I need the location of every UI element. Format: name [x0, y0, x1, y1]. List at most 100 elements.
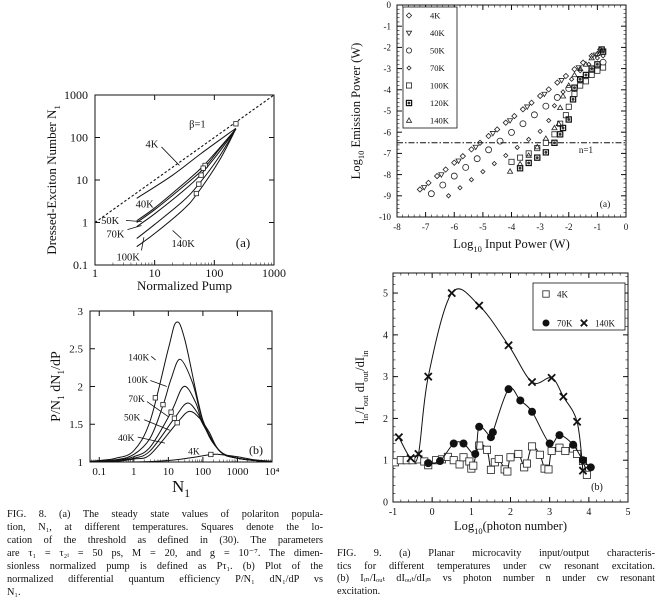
chart-fig9a: -8 -7 -6 -5 -4 -3 -2 -1 00-1-2-3-4-5-6-7-8-9-10L…: [349, 0, 629, 254]
small-diamond-marker: [468, 177, 475, 183]
x-tick-label: 10: [163, 466, 175, 478]
filled-circle-marker: [569, 440, 578, 449]
y-tick-label: -8: [384, 170, 392, 180]
triangle-marker: [506, 168, 514, 174]
series-140K: [506, 50, 601, 174]
y-tick-label: -6: [384, 127, 392, 137]
label-part: Log: [349, 158, 363, 179]
triangle-down-marker: [541, 91, 548, 98]
center-dot: [553, 141, 556, 145]
filled-circle-marker: [475, 422, 484, 431]
square-marker: [482, 445, 491, 454]
triangle-marker: [571, 71, 578, 78]
square-outline: [542, 149, 550, 156]
triangle-marker: [516, 160, 524, 167]
y-tick-label: -5: [384, 106, 392, 116]
circle-marker: [439, 181, 447, 189]
series-line: [136, 128, 237, 228]
caption-line: are τ₁ = τ₂ᵢ = 50 ps, M = 20, and g = 10…: [7, 548, 323, 559]
small-diamond-marker: [445, 193, 452, 199]
small-diamond-marker: [600, 53, 606, 59]
triangle-down-marker: [523, 104, 531, 111]
label-part: Dressed-Exciton Number N: [44, 109, 59, 255]
x-tick-label: 10⁴: [265, 466, 280, 478]
label-part: Log: [453, 237, 474, 251]
square-outline: [525, 159, 532, 167]
filled-circle-marker: [578, 456, 587, 465]
legend-label: 70K: [557, 319, 573, 329]
crossed-square-marker: [405, 99, 413, 107]
circle-marker: [462, 163, 470, 171]
triangle-down-marker: [405, 30, 413, 37]
square-outline: [551, 139, 558, 146]
x-tick-label: 1: [131, 466, 137, 478]
diamond-marker: [554, 79, 561, 86]
triangle-down-marker: [472, 144, 480, 151]
leader-line: [137, 436, 166, 444]
square-marker: [582, 78, 589, 85]
leader-line: [125, 220, 142, 222]
filled-circle-marker: [555, 431, 564, 440]
circle-marker: [450, 172, 458, 180]
label-part: Log: [454, 519, 475, 533]
caption-line: excitation.: [337, 586, 381, 598]
square-outline: [559, 124, 567, 132]
annotation-label: 4K: [146, 140, 159, 151]
small-diamond-marker: [406, 65, 412, 71]
subscript: 1: [57, 395, 67, 400]
small-diamond-marker: [503, 152, 509, 159]
square-marker: [571, 91, 578, 98]
center-dot: [558, 132, 562, 136]
series-40K: [90, 410, 272, 462]
circle-marker: [496, 137, 504, 145]
diamond-marker: [545, 86, 552, 93]
plot-area: [397, 46, 626, 199]
x-tick-label: 1000: [262, 266, 286, 280]
diamond-marker: [451, 159, 458, 166]
diamond-marker: [468, 146, 475, 153]
diamond-marker: [536, 92, 544, 100]
caption-line: cation of the threshold as defined in (3…: [7, 535, 323, 546]
x-tick-label: -1: [594, 222, 602, 232]
x-axis-title: Log10 Input Power (W): [453, 237, 569, 254]
small-diamond-marker: [480, 168, 486, 175]
annotation-label: 100K: [117, 252, 141, 263]
diamond-marker: [579, 59, 587, 66]
square-marker: [506, 453, 515, 462]
crossed-square-marker: [594, 61, 601, 68]
y-tick-label: 10: [76, 173, 88, 187]
triangle-marker: [525, 152, 532, 158]
crossed-square-marker: [576, 75, 584, 83]
y-tick-label: 0.1: [73, 258, 88, 272]
square-marker: [469, 461, 478, 470]
caption-line: sionless normalized pump is defined as P…: [7, 561, 323, 572]
series-line: [136, 128, 237, 239]
x-tick-label: 1000: [226, 466, 249, 478]
annotation-label: 4K: [188, 448, 200, 458]
square-outline: [565, 116, 572, 123]
triangle-marker: [405, 117, 413, 123]
square-marker: [494, 454, 503, 463]
series-120K: [516, 46, 607, 172]
caption-line: FIG. 9. (a) Planar microcavity input/out…: [337, 548, 655, 559]
square-outline: [582, 71, 590, 79]
center-dot: [590, 67, 594, 71]
x-tick-label: 100: [195, 466, 212, 478]
square-marker: [535, 450, 544, 459]
label-part: P/N: [49, 400, 64, 422]
square-marker: [588, 71, 595, 78]
crossed-square-marker: [559, 124, 567, 132]
x-tick-label: -7: [422, 222, 430, 232]
square-outline: [594, 61, 601, 68]
triangle-down-marker: [506, 118, 514, 124]
series-line: [90, 410, 272, 462]
circle-marker: [473, 155, 481, 163]
series-100K: [90, 358, 272, 462]
filled-circle-marker: [542, 319, 550, 327]
series-line: [428, 387, 592, 468]
filled-circle-marker: [488, 428, 497, 437]
y-tick-label: -9: [384, 191, 392, 201]
diamond-marker: [571, 66, 578, 73]
panel-label: (a): [236, 235, 250, 250]
diamond-marker: [494, 126, 501, 133]
